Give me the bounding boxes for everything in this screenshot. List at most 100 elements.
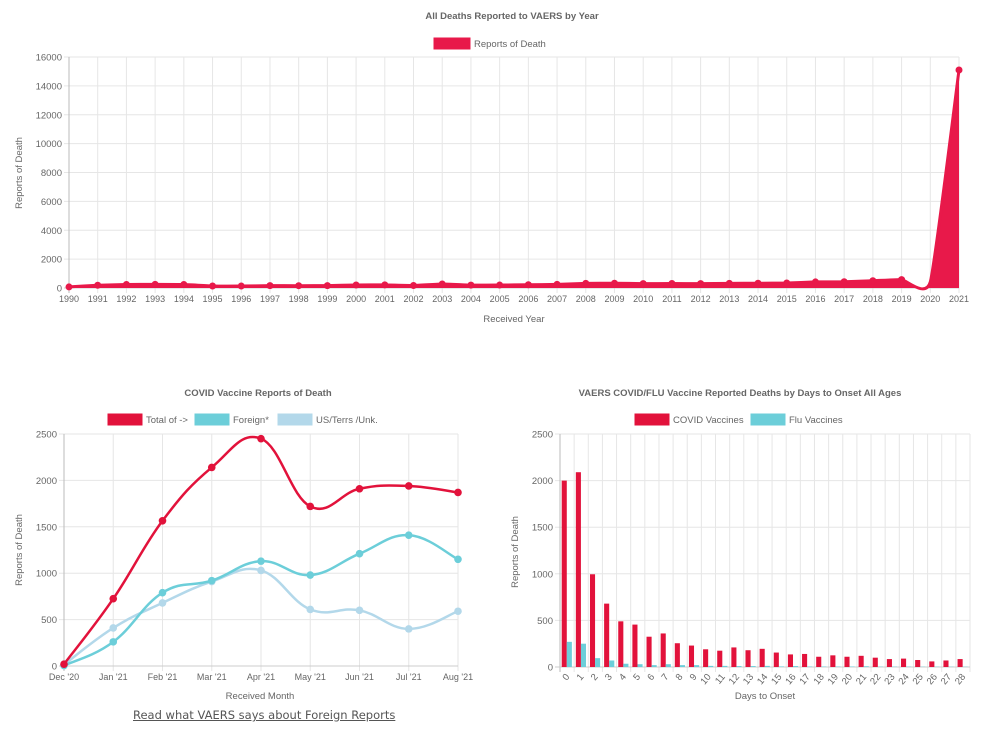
legend: Total of -> Foreign* US/Terrs /Unk.	[107, 413, 378, 426]
data-point	[840, 278, 848, 286]
legend-label-covid-vaccines[interactable]: COVID Vaccines	[673, 415, 744, 426]
data-point	[323, 282, 331, 290]
x-tick-label: Feb '21	[148, 672, 178, 682]
x-tick-label: 16	[783, 672, 798, 687]
data-point	[404, 531, 413, 539]
data-point	[355, 484, 364, 493]
chart-title: VAERS COVID/FLU Vaccine Reported Deaths …	[579, 388, 902, 399]
x-tick-label: 1998	[289, 294, 309, 304]
legend: COVID Vaccines Flu Vaccines	[634, 413, 843, 426]
legend-swatch-covid-vaccines[interactable]	[634, 413, 670, 426]
x-tick-label: 15	[769, 672, 784, 687]
bar-covid-vaccines	[660, 633, 666, 667]
bar-covid-vaccines	[618, 621, 624, 667]
x-tick-label: 2017	[834, 294, 854, 304]
data-point	[524, 281, 532, 289]
data-point	[355, 549, 364, 558]
x-tick-label: 2003	[432, 294, 452, 304]
data-point	[158, 516, 167, 525]
bar-covid-vaccines	[929, 661, 935, 667]
data-point	[60, 660, 68, 668]
y-tick-label: 1000	[36, 569, 57, 580]
x-tick-label: 25	[911, 672, 926, 687]
x-tick-label: 24	[896, 672, 911, 687]
legend-label-total[interactable]: Total of ->	[146, 415, 188, 426]
x-tick-label: 2016	[805, 294, 825, 304]
x-tick-label: 19	[826, 672, 841, 687]
x-tick-label: 2007	[547, 294, 567, 304]
x-tick-label: 12	[727, 672, 742, 687]
x-tick-label: 3	[603, 672, 615, 683]
bar-covid-vaccines	[575, 472, 581, 667]
legend-label-us-terrs-unk[interactable]: US/Terrs /Unk.	[316, 415, 378, 426]
legend-swatch-reports-of-death[interactable]	[433, 37, 471, 50]
legend-swatch-us-terrs-unk[interactable]	[277, 413, 313, 426]
legend: Reports of Death	[433, 37, 546, 50]
x-tick-label: 23	[882, 672, 897, 687]
y-tick-label: 12000	[36, 110, 62, 121]
bar-flu-vaccines	[637, 664, 643, 667]
y-axis-title: Reports of Death	[14, 514, 25, 586]
y-tick-label: 0	[52, 662, 57, 673]
y-tick-label: 6000	[41, 197, 62, 208]
y-tick-label: 2000	[532, 476, 553, 487]
y-tick-label: 1500	[532, 523, 553, 534]
legend-label-foreign[interactable]: Foreign*	[233, 415, 269, 426]
legend-swatch-foreign[interactable]	[194, 413, 230, 426]
data-point	[725, 279, 733, 287]
data-point	[869, 277, 877, 285]
x-tick-label: 10	[699, 672, 714, 687]
x-tick-label: 7	[660, 672, 672, 683]
y-axis-title: Reports of Death	[14, 137, 25, 209]
y-tick-label: 1000	[532, 569, 553, 580]
x-tick-label: 5	[631, 672, 643, 683]
days-to-onset-chart: VAERS COVID/FLU Vaccine Reported Deaths …	[510, 388, 971, 702]
y-tick-label: 500	[537, 616, 553, 627]
data-point	[352, 281, 360, 289]
legend-label-flu-vaccines[interactable]: Flu Vaccines	[789, 415, 843, 426]
y-tick-label: 2000	[36, 476, 57, 487]
legend-swatch-flu-vaccines[interactable]	[750, 413, 786, 426]
data-point	[553, 280, 561, 288]
y-tick-label: 14000	[36, 81, 62, 92]
bar-covid-vaccines	[674, 643, 680, 667]
x-tick-label: 1991	[88, 294, 108, 304]
legend-swatch-total[interactable]	[107, 413, 143, 426]
x-tick-label: 2001	[375, 294, 395, 304]
bar-covid-vaccines	[858, 655, 864, 667]
data-point	[668, 280, 676, 288]
bar-flu-vaccines	[595, 658, 601, 667]
data-point	[257, 434, 265, 443]
data-point	[306, 605, 315, 614]
x-tick-label: 1990	[59, 294, 79, 304]
bar-covid-vaccines	[745, 650, 751, 667]
x-tick-label: 8	[674, 672, 686, 683]
data-point	[355, 606, 364, 615]
x-tick-label: 13	[741, 672, 756, 687]
series-line-reports-of-death	[68, 69, 961, 291]
data-point	[257, 566, 265, 575]
data-point	[65, 283, 73, 291]
bar-flu-vaccines	[708, 665, 714, 667]
data-point	[467, 281, 475, 289]
data-point	[306, 502, 315, 511]
data-point	[94, 281, 102, 289]
bar-flu-vaccines	[623, 663, 629, 667]
bar-flu-vaccines	[609, 660, 615, 667]
x-tick-label: 1995	[203, 294, 223, 304]
data-point	[697, 280, 705, 288]
x-axis-title: Received Month	[226, 691, 295, 702]
x-tick-label: Jul '21	[396, 672, 422, 682]
legend-label-reports-of-death[interactable]: Reports of Death	[474, 39, 546, 50]
bar-flu-vaccines	[694, 665, 700, 667]
x-tick-label: Mar '21	[197, 672, 227, 682]
bar-flu-vaccines	[750, 666, 756, 667]
x-tick-label: May '21	[295, 672, 326, 682]
x-tick-label: 1999	[317, 294, 337, 304]
bar-covid-vaccines	[957, 659, 963, 667]
x-tick-label: 1992	[116, 294, 136, 304]
chart-title: COVID Vaccine Reports of Death	[184, 388, 331, 399]
x-tick-label: 11	[713, 672, 728, 687]
data-point	[266, 282, 274, 290]
foreign-reports-link[interactable]: Read what VAERS says about Foreign Repor…	[133, 708, 396, 722]
